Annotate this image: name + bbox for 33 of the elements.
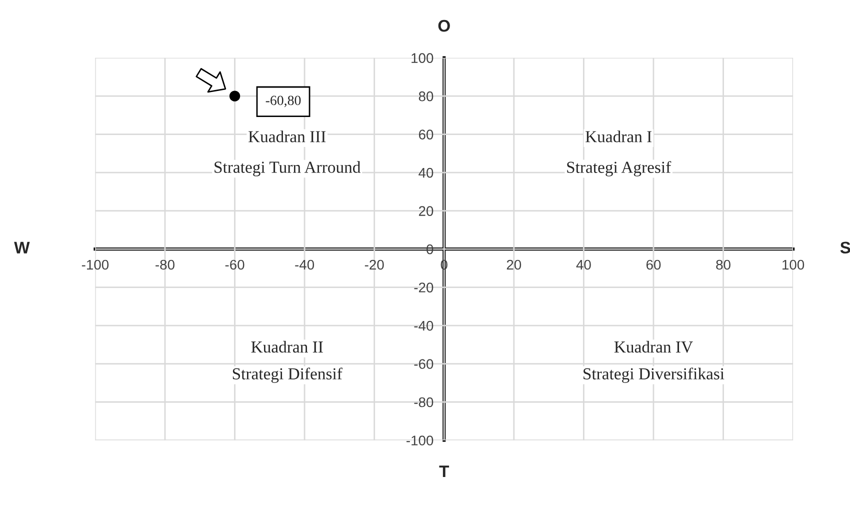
annotation: Strategi Difensif [232,368,342,383]
x-tick-label: -20 [364,260,384,270]
x-tick-label: -80 [156,260,174,270]
y-tick-label: 100 [412,53,434,63]
annotation: -60,80 [266,96,301,108]
x-tick-label: -100 [82,260,109,270]
x-tick-label: 100 [782,260,804,270]
x-tick-label: 20 [506,260,522,270]
annotation: Kuadran IV [614,340,693,353]
x-tick-label: -40 [295,260,314,270]
y-tick-label: -20 [414,282,434,292]
annotation: Strategi Agresif [567,161,672,176]
x-tick-label: 40 [576,260,591,270]
y-tick-label: -60 [414,359,434,369]
x-tick-label: 80 [716,260,730,270]
text: S [840,242,850,254]
annotation: Strategi Diversifikasi [584,368,724,383]
annotation: Kuadran II [251,340,323,353]
y-tick-label: -100 [406,436,434,446]
text: T [439,466,450,478]
y-tick-label: 60 [418,130,434,140]
x-tick-label: -60 [225,260,244,270]
text: O [438,20,450,32]
annotation: Strategi Turn Arround [214,161,361,176]
y-tick-label: -40 [414,320,434,331]
y-tick-label: -80 [414,397,434,408]
x-tick-label: 60 [646,260,661,270]
y-tick-label: 20 [418,206,434,216]
text: W [14,242,30,254]
annotation: Kuadran I [586,130,652,142]
y-tick-label: 40 [418,168,434,178]
annotation: Kuadran III [248,130,326,142]
y-tick-label: 80 [418,91,434,102]
